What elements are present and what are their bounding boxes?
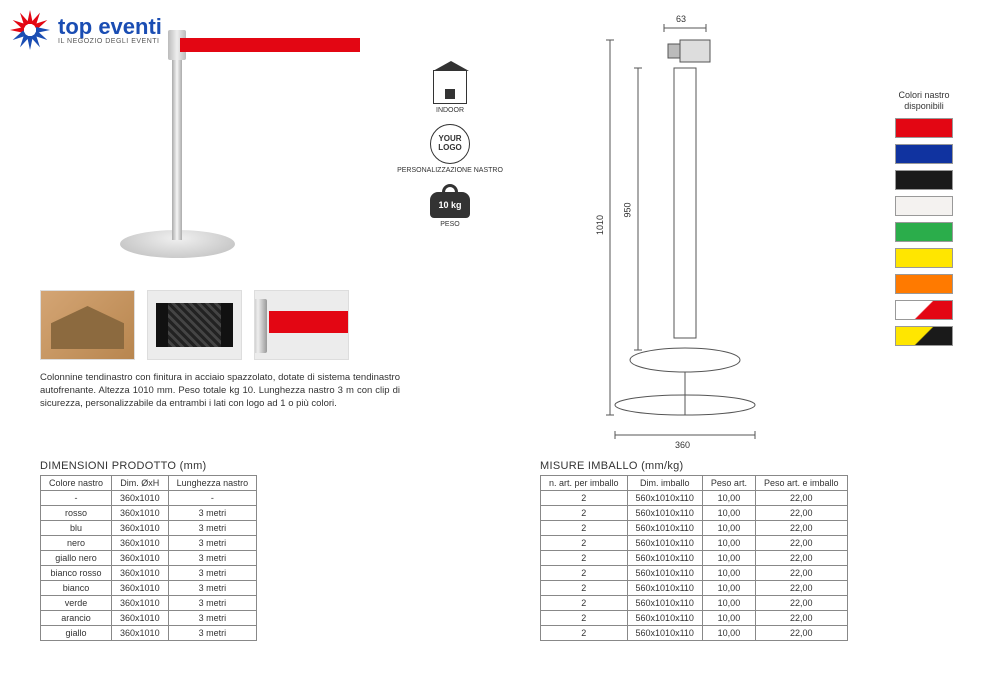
- thumb-red-belt: [254, 290, 349, 360]
- table-row: 2560x1010x11010,0022,00: [541, 536, 848, 551]
- indoor-label: INDOOR: [395, 107, 505, 114]
- table-row: 2560x1010x11010,0022,00: [541, 581, 848, 596]
- logo-burst-icon: [8, 8, 52, 52]
- weight-icon: 10 kg PESO: [395, 184, 505, 228]
- personalization-label: PERSONALIZZAZIONE NASTRO: [395, 167, 505, 174]
- table-row: arancio360x10103 metri: [41, 611, 257, 626]
- packaging-table-title: MISURE IMBALLO (mm/kg): [540, 460, 848, 472]
- table-header: Peso art.: [702, 476, 755, 491]
- table-header: Colore nastro: [41, 476, 112, 491]
- table-row: 2560x1010x11010,0022,00: [541, 521, 848, 536]
- color-swatch: [895, 222, 953, 242]
- table-row: 2560x1010x11010,0022,00: [541, 626, 848, 641]
- table-row: 2560x1010x11010,0022,00: [541, 491, 848, 506]
- thumbnail-row: [40, 290, 349, 360]
- color-swatches: Colori nastro disponibili: [889, 90, 959, 352]
- table-row: bianco rosso360x10103 metri: [41, 566, 257, 581]
- product-image: [60, 20, 350, 280]
- table-header: n. art. per imballo: [541, 476, 628, 491]
- dim-h-inner: 950: [623, 202, 633, 217]
- feature-icons: INDOOR YOUR LOGO PERSONALIZZAZIONE NASTR…: [395, 60, 505, 238]
- table-row: nero360x10103 metri: [41, 536, 257, 551]
- thumb-packaging: [40, 290, 135, 360]
- weight-label: PESO: [395, 221, 505, 228]
- table-row: verde360x10103 metri: [41, 596, 257, 611]
- color-swatch: [895, 170, 953, 190]
- color-swatch: [895, 248, 953, 268]
- dim-base: 360: [675, 440, 690, 450]
- table-row: -360x1010-: [41, 491, 257, 506]
- table-row: 2560x1010x11010,0022,00: [541, 506, 848, 521]
- table-row: 2560x1010x11010,0022,00: [541, 611, 848, 626]
- color-swatch: [895, 118, 953, 138]
- colors-title: Colori nastro disponibili: [889, 90, 959, 112]
- table-row: blu360x10103 metri: [41, 521, 257, 536]
- table-row: 2560x1010x11010,0022,00: [541, 566, 848, 581]
- dimensions-table-title: DIMENSIONI PRODOTTO (mm): [40, 460, 257, 472]
- color-swatch: [895, 196, 953, 216]
- table-header: Peso art. e imballo: [755, 476, 847, 491]
- table-row: giallo360x10103 metri: [41, 626, 257, 641]
- dimensions-table: DIMENSIONI PRODOTTO (mm) Colore nastroDi…: [40, 460, 257, 641]
- color-swatch: [895, 326, 953, 346]
- indoor-icon: INDOOR: [395, 60, 505, 114]
- packaging-table: MISURE IMBALLO (mm/kg) n. art. per imbal…: [540, 460, 848, 641]
- table-header: Dim. ØxH: [112, 476, 169, 491]
- color-swatch: [895, 144, 953, 164]
- dim-top: 63: [676, 14, 686, 24]
- table-row: 2560x1010x11010,0022,00: [541, 551, 848, 566]
- dim-h-outer: 1010: [595, 215, 605, 235]
- table-header: Lunghezza nastro: [168, 476, 257, 491]
- color-swatch: [895, 300, 953, 320]
- table-row: rosso360x10103 metri: [41, 506, 257, 521]
- table-row: bianco360x10103 metri: [41, 581, 257, 596]
- your-logo-icon: YOUR LOGO PERSONALIZZAZIONE NASTRO: [395, 124, 505, 174]
- product-description: Colonnine tendinastro con finitura in ac…: [40, 372, 400, 410]
- table-header: Dim. imballo: [627, 476, 702, 491]
- table-row: giallo nero360x10103 metri: [41, 551, 257, 566]
- technical-diagram: 63 1010 950 360: [560, 20, 810, 450]
- table-row: 2560x1010x11010,0022,00: [541, 596, 848, 611]
- color-swatch: [895, 274, 953, 294]
- thumb-black-belt: [147, 290, 242, 360]
